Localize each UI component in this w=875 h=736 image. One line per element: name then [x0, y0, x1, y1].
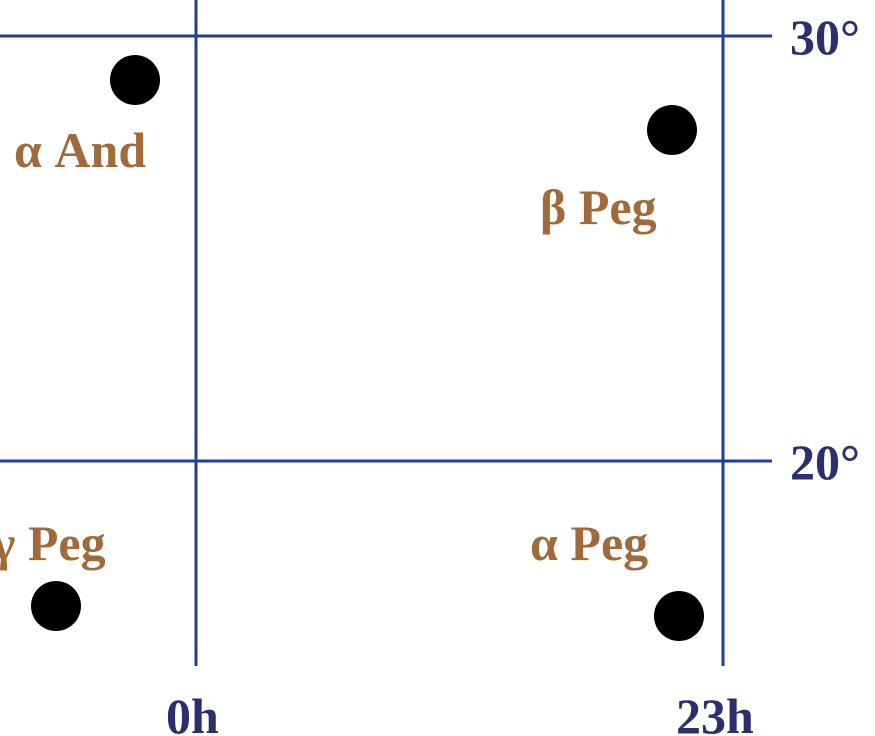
star-label-gamma-peg: γ Peg — [0, 515, 106, 571]
star-dot-gamma-peg — [31, 581, 81, 631]
star-label-alpha-peg: α Peg — [530, 515, 648, 571]
dec-label-20: 20° — [790, 434, 860, 490]
ra-label-23h: 23h — [676, 688, 754, 736]
star-label-alpha-and: α And — [14, 122, 146, 178]
star-dot-beta-peg — [647, 105, 697, 155]
star-dot-alpha-and — [110, 55, 160, 105]
ra-label-0h: 0h — [166, 688, 219, 736]
star-dot-alpha-peg — [654, 591, 704, 641]
star-label-beta-peg: β Peg — [540, 179, 657, 235]
dec-label-30: 30° — [790, 9, 860, 65]
